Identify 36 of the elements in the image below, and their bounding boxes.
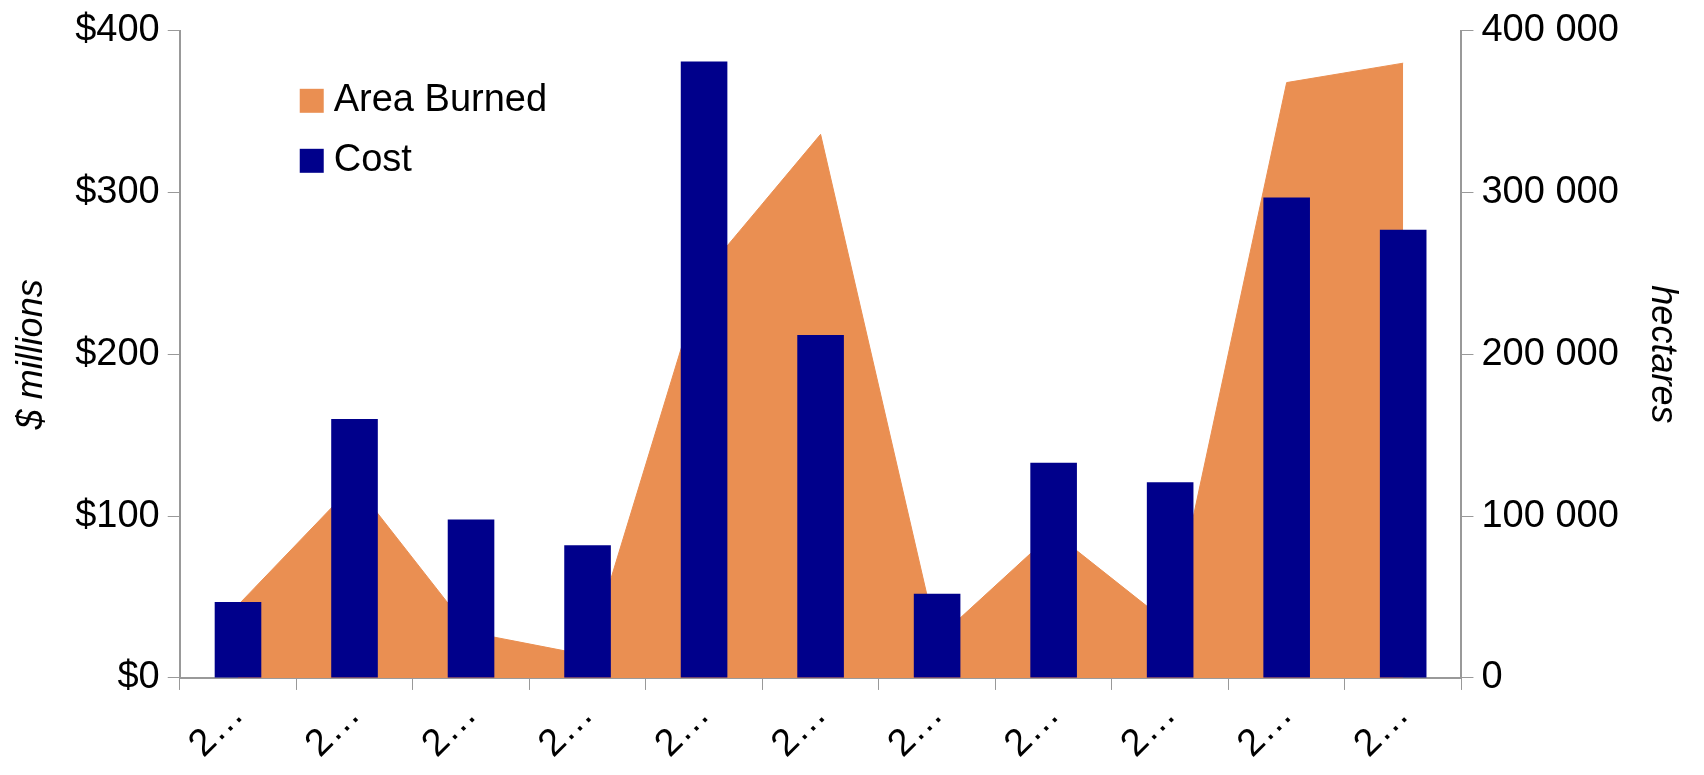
y2-axis-title: hectares [1644,285,1686,424]
bar [797,334,844,678]
bar [680,61,728,678]
bar [1030,462,1077,678]
y2-tick-label: 100 000 [1481,492,1619,535]
x-tick-label: 2… [296,692,368,764]
y-tick-label: $100 [75,492,160,535]
y-tick-label: $200 [75,330,160,373]
x-tick-label: 2… [995,692,1067,764]
y-tick-label: $0 [117,654,160,697]
x-tick-label: 2… [645,692,718,764]
legend-label: Area Burned [333,77,548,120]
y-axis-title: $ millions [8,279,50,431]
x-tick-label: 2… [412,692,485,764]
bar [447,519,495,678]
bar [1379,229,1427,678]
bar [913,593,961,678]
x-tick-label: 2… [1344,692,1417,764]
bar [331,419,378,678]
x-tick-label: 2… [878,692,951,764]
bar [1146,482,1194,678]
bar [214,601,262,678]
y2-tick-label: 200 000 [1481,330,1619,373]
x-tick-label: 2… [1111,692,1184,764]
x-tick-label: 2… [529,692,601,764]
bar [564,545,611,678]
x-tick-label: 2… [1228,692,1300,764]
legend-label: Cost [333,137,413,180]
y2-tick-label: 400 000 [1481,7,1619,50]
y2-tick-label: 300 000 [1481,169,1619,212]
y-tick-label: $400 [75,7,160,50]
x-tick-label: 2… [179,692,252,764]
y2-tick-label: 0 [1481,654,1503,697]
x-tick-label: 2… [762,692,834,764]
bar [1263,197,1310,678]
y-tick-label: $300 [75,169,160,212]
